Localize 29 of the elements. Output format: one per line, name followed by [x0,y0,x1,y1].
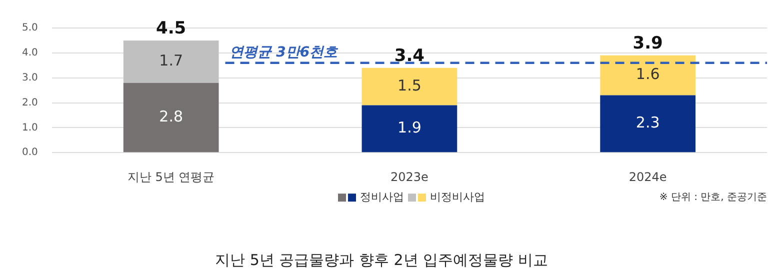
total-label: 3.9 [632,33,663,54]
bar [600,55,696,96]
x-tick-label: 지난 5년 연평균 [127,170,215,184]
bar [362,68,458,106]
data-label: 1.6 [636,65,660,84]
x-tick-label: 2024e [628,170,667,184]
bar [600,95,696,152]
data-label: 2.8 [159,107,184,126]
legend-label: 정비사업 [360,190,404,204]
data-label: 1.5 [398,76,422,94]
total-label: 4.5 [156,18,186,38]
data-label: 2.3 [636,114,660,132]
text: ※ 단위 : 만호, 준공기준 [659,192,767,204]
y-tick-label: 3.0 [22,72,38,84]
x-tick-label: 2023e [390,170,428,184]
total-label: 3.4 [394,46,425,66]
text: 지난 5년 공급물량과 향후 2년 입주예정물량 비교 [215,250,548,269]
y-tick-label: 1.0 [22,122,38,134]
bar [123,82,219,152]
y-tick-label: 4.0 [22,48,38,59]
y-tick-label: 2.0 [22,97,38,108]
data-label: 1.9 [398,118,422,137]
y-tick-label: 5.0 [22,22,38,34]
ref-line-label: 연평균 3만6천호 [229,44,339,61]
bar [123,40,219,83]
y-tick-label: 0.0 [22,147,38,158]
bar [362,105,458,152]
data-label: 1.7 [159,52,184,70]
legend-label: 비정비사업 [430,190,485,204]
